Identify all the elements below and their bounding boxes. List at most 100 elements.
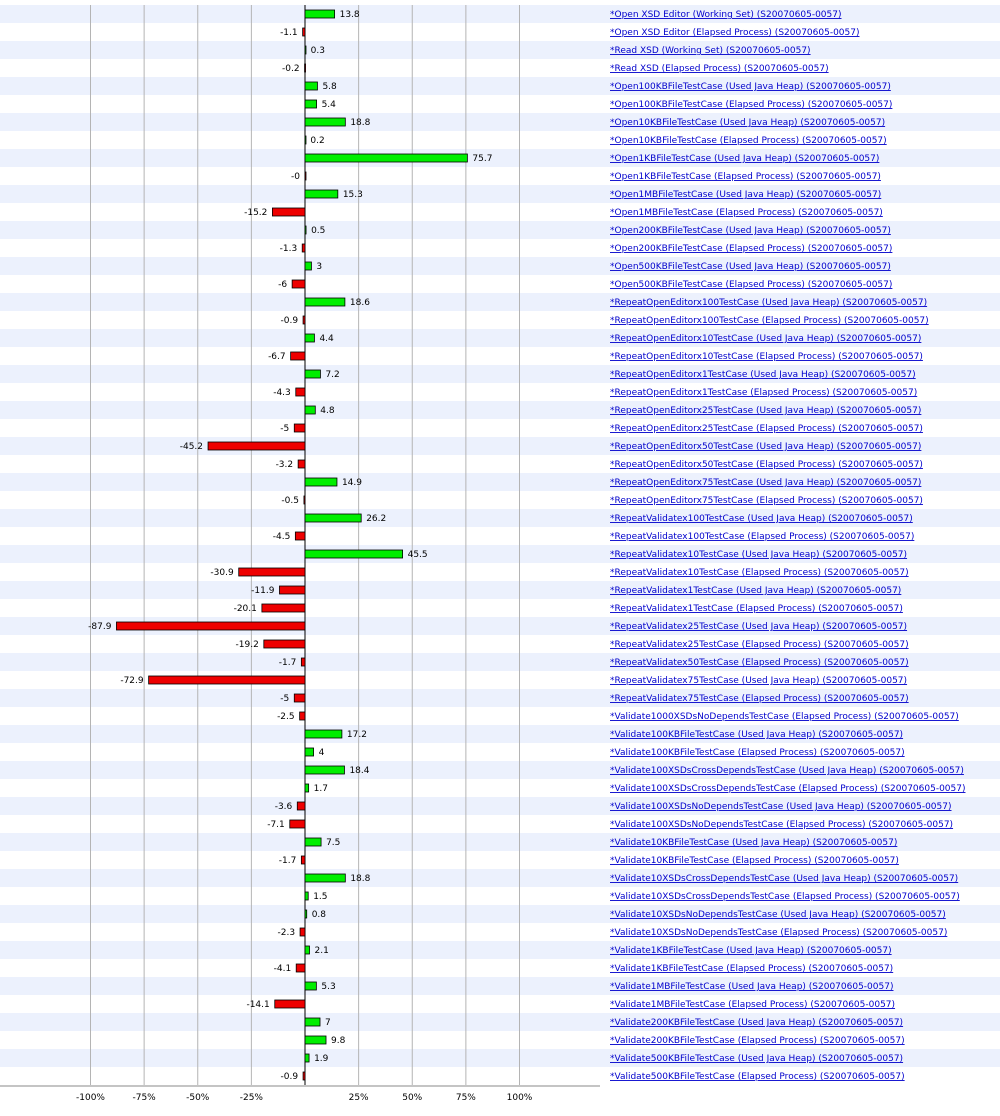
category-link[interactable]: *RepeatOpenEditorx50TestCase (Elapsed Pr… — [610, 460, 923, 470]
category-link[interactable]: *Open100KBFileTestCase (Elapsed Process)… — [610, 100, 892, 110]
value-label: 75.7 — [472, 154, 492, 164]
category-link[interactable]: *RepeatValidatex1TestCase (Elapsed Proce… — [610, 604, 903, 614]
category-link[interactable]: *RepeatValidatex10TestCase (Used Java He… — [610, 550, 907, 560]
category-link[interactable]: *RepeatValidatex75TestCase (Elapsed Proc… — [610, 694, 909, 704]
category-link[interactable]: *RepeatValidatex1TestCase (Used Java Hea… — [610, 586, 901, 596]
value-label: 1.9 — [314, 1054, 329, 1064]
bar — [304, 1053, 310, 1063]
category-link[interactable]: *RepeatValidatex25TestCase (Used Java He… — [610, 622, 907, 632]
category-link[interactable]: *Open10KBFileTestCase (Elapsed Process) … — [610, 136, 887, 146]
category-link[interactable]: *Validate1000XSDsNoDependsTestCase (Elap… — [610, 712, 959, 722]
bar — [304, 783, 310, 793]
category-link[interactable]: *Validate100XSDsNoDependsTestCase (Elaps… — [610, 820, 953, 830]
category-link[interactable]: *Open200KBFileTestCase (Elapsed Process)… — [610, 244, 892, 254]
value-label: -4.1 — [274, 964, 292, 974]
category-link[interactable]: *RepeatValidatex100TestCase (Used Java H… — [610, 514, 913, 524]
category-link[interactable]: *Open1KBFileTestCase (Elapsed Process) (… — [610, 172, 881, 182]
category-link[interactable]: *Validate1KBFileTestCase (Elapsed Proces… — [610, 964, 893, 974]
category-link[interactable]: *Validate1MBFileTestCase (Used Java Heap… — [610, 982, 893, 992]
category-link[interactable]: *Open500KBFileTestCase (Elapsed Process)… — [610, 280, 892, 290]
category-link[interactable]: *Validate500KBFileTestCase (Elapsed Proc… — [610, 1072, 905, 1082]
category-link[interactable]: *Validate200KBFileTestCase (Used Java He… — [610, 1018, 903, 1028]
bar — [297, 459, 306, 469]
bar — [300, 855, 306, 865]
category-link[interactable]: *RepeatOpenEditorx50TestCase (Used Java … — [610, 442, 921, 452]
bar — [304, 369, 321, 379]
category-link[interactable]: *RepeatOpenEditorx100TestCase (Elapsed P… — [610, 316, 929, 326]
category-link[interactable]: *RepeatOpenEditorx100TestCase (Used Java… — [610, 298, 927, 308]
value-label: -4.5 — [273, 532, 291, 542]
category-link[interactable]: *RepeatValidatex10TestCase (Elapsed Proc… — [610, 568, 909, 578]
category-link[interactable]: *RepeatValidatex75TestCase (Used Java He… — [610, 676, 907, 686]
category-link[interactable]: *RepeatOpenEditorx75TestCase (Elapsed Pr… — [610, 496, 923, 506]
category-link[interactable]: *Validate10KBFileTestCase (Used Java Hea… — [610, 838, 897, 848]
category-link[interactable]: *Validate100XSDsCrossDependsTestCase (El… — [610, 784, 965, 794]
category-link[interactable]: *Open1MBFileTestCase (Elapsed Process) (… — [610, 208, 883, 218]
value-label: -0 — [291, 172, 300, 182]
value-label: -2.5 — [277, 712, 295, 722]
category-link[interactable]: *Read XSD (Elapsed Process) (S20070605-0… — [610, 64, 829, 74]
bar — [290, 351, 306, 361]
bar — [304, 45, 307, 55]
category-link[interactable]: *RepeatOpenEditorx75TestCase (Used Java … — [610, 478, 921, 488]
bar — [302, 1071, 306, 1081]
value-label: 0.5 — [311, 226, 325, 236]
category-link[interactable]: *RepeatValidatex25TestCase (Elapsed Proc… — [610, 640, 909, 650]
category-link[interactable]: *Validate500KBFileTestCase (Used Java He… — [610, 1054, 903, 1064]
category-link[interactable]: *RepeatOpenEditorx25TestCase (Elapsed Pr… — [610, 424, 923, 434]
value-label: 18.4 — [349, 766, 369, 776]
value-label: -0.9 — [281, 1072, 299, 1082]
category-link[interactable]: *Open500KBFileTestCase (Used Java Heap) … — [610, 262, 891, 272]
value-label: 18.8 — [350, 118, 370, 128]
category-link[interactable]: *Validate100XSDsNoDependsTestCase (Used … — [610, 802, 952, 812]
category-link[interactable]: *Validate10XSDsCrossDependsTestCase (Ela… — [610, 892, 960, 902]
category-link[interactable]: *Open XSD Editor (Elapsed Process) (S200… — [610, 28, 860, 38]
category-link[interactable]: *RepeatOpenEditorx1TestCase (Elapsed Pro… — [610, 388, 917, 398]
bar — [295, 387, 306, 397]
row-stripe — [0, 41, 1000, 59]
category-link[interactable]: *Validate1MBFileTestCase (Elapsed Proces… — [610, 1000, 895, 1010]
row-stripe — [0, 221, 1000, 239]
category-link[interactable]: *RepeatOpenEditorx10TestCase (Elapsed Pr… — [610, 352, 923, 362]
category-link[interactable]: *Validate10XSDsCrossDependsTestCase (Use… — [610, 874, 958, 884]
category-link[interactable]: *Open10KBFileTestCase (Used Java Heap) (… — [610, 118, 885, 128]
value-label: 0.3 — [311, 46, 325, 56]
category-link[interactable]: *Validate200KBFileTestCase (Elapsed Proc… — [610, 1036, 905, 1046]
category-link[interactable]: *Open XSD Editor (Working Set) (S2007060… — [610, 10, 842, 20]
category-link[interactable]: *Read XSD (Working Set) (S20070605-0057) — [610, 46, 811, 56]
bar — [289, 819, 306, 829]
value-label: -3.6 — [275, 802, 293, 812]
x-tick-label: 100% — [507, 1093, 533, 1103]
category-link[interactable]: *Open1KBFileTestCase (Used Java Heap) (S… — [610, 154, 879, 164]
value-label: 18.8 — [350, 874, 370, 884]
bar — [304, 909, 308, 919]
x-tick-label: -75% — [132, 1093, 156, 1103]
row-stripe — [0, 113, 1000, 131]
category-link[interactable]: *RepeatOpenEditorx10TestCase (Used Java … — [610, 334, 921, 344]
row-stripe — [0, 473, 1000, 491]
category-link[interactable]: *Validate100KBFileTestCase (Elapsed Proc… — [610, 748, 905, 758]
value-label: -87.9 — [88, 622, 112, 632]
bar — [296, 801, 306, 811]
category-link[interactable]: *Validate10XSDsNoDependsTestCase (Used J… — [610, 910, 946, 920]
category-link[interactable]: *Validate10XSDsNoDependsTestCase (Elapse… — [610, 928, 947, 938]
category-link[interactable]: *Open1MBFileTestCase (Used Java Heap) (S… — [610, 190, 881, 200]
row-stripe — [0, 581, 1000, 599]
value-label: -1.7 — [279, 658, 297, 668]
category-link[interactable]: *RepeatValidatex50TestCase (Elapsed Proc… — [610, 658, 909, 668]
row-stripe — [0, 653, 1000, 671]
category-link[interactable]: *RepeatOpenEditorx1TestCase (Used Java H… — [610, 370, 916, 380]
bar — [302, 315, 306, 325]
category-link[interactable]: *Open200KBFileTestCase (Used Java Heap) … — [610, 226, 891, 236]
category-link[interactable]: *RepeatValidatex100TestCase (Elapsed Pro… — [610, 532, 914, 542]
bar — [303, 495, 306, 505]
bar — [294, 531, 306, 541]
category-link[interactable]: *Validate100XSDsCrossDependsTestCase (Us… — [610, 766, 964, 776]
category-link[interactable]: *Validate10KBFileTestCase (Elapsed Proce… — [610, 856, 899, 866]
category-link[interactable]: *Validate1KBFileTestCase (Used Java Heap… — [610, 946, 892, 956]
category-link[interactable]: *RepeatOpenEditorx25TestCase (Used Java … — [610, 406, 921, 416]
category-labels-group[interactable]: *Open XSD Editor (Working Set) (S2007060… — [610, 10, 965, 1082]
category-link[interactable]: *Validate100KBFileTestCase (Used Java He… — [610, 730, 903, 740]
category-link[interactable]: *Open100KBFileTestCase (Used Java Heap) … — [610, 82, 891, 92]
